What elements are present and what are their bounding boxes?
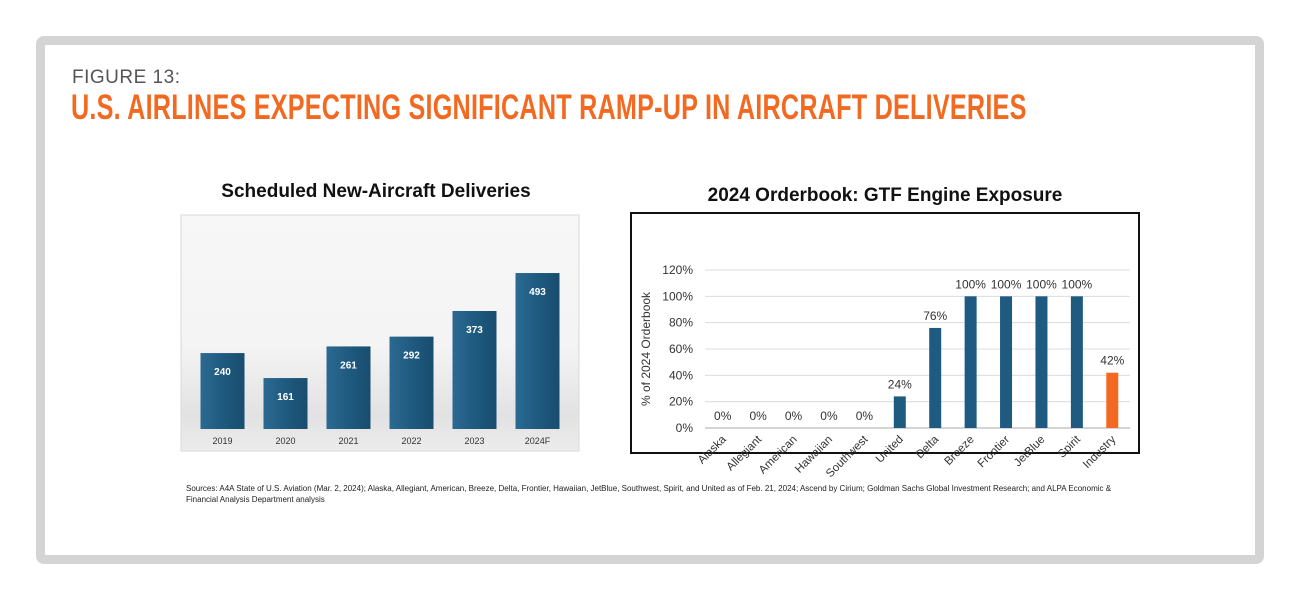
data-label-Industry: 42% <box>1100 354 1124 368</box>
y-axis-title: % of 2024 Orderbook <box>639 291 653 406</box>
chart-border <box>630 212 1140 454</box>
x-tick-label-2021: 2021 <box>338 436 358 446</box>
data-label-United: 24% <box>888 377 912 391</box>
bar-Frontier <box>1000 296 1013 428</box>
x-tick-label-2023: 2023 <box>464 436 484 446</box>
bar-Industry <box>1106 372 1119 428</box>
data-label-2019: 240 <box>214 367 231 378</box>
data-label-Frontier: 100% <box>991 277 1022 291</box>
y-tick-label-100%: 100% <box>662 289 693 303</box>
deliveries-bar-chart: 240 2019 161 2020 261 2021 292 2022 373 2023 493 20… <box>180 214 580 452</box>
bar-United <box>893 396 906 428</box>
bar-2019 <box>200 353 245 429</box>
bar-2024F <box>515 273 560 429</box>
y-tick-label-80%: 80% <box>669 316 693 330</box>
data-label-Southwest: 0% <box>856 409 874 423</box>
bar-2022 <box>389 336 434 429</box>
data-label-2021: 261 <box>340 360 357 371</box>
bar-Breeze <box>964 296 977 428</box>
figure-frame: FIGURE 13: U.S. AIRLINES EXPECTING SIGNI… <box>36 36 1264 564</box>
figure-title: U.S. AIRLINES EXPECTING SIGNIFICANT RAMP… <box>71 88 1027 127</box>
bar-2020 <box>263 378 308 429</box>
data-label-Spirit: 100% <box>1062 277 1093 291</box>
bar-2023 <box>452 310 497 429</box>
figure-panel: FIGURE 13: U.S. AIRLINES EXPECTING SIGNI… <box>45 45 1255 555</box>
gtf-bar-chart: 0% 20% 40% 60% 80% 100% 120% % of 2024 Orderboo… <box>630 212 1140 480</box>
y-tick-label-60%: 60% <box>669 342 693 356</box>
bar-2021 <box>326 346 371 429</box>
data-label-Alaska: 0% <box>714 409 732 423</box>
data-label-2023: 373 <box>466 325 483 336</box>
data-label-Breeze: 100% <box>955 277 986 291</box>
data-label-American: 0% <box>785 409 803 423</box>
data-label-JetBlue: 100% <box>1026 277 1057 291</box>
x-tick-label-2020: 2020 <box>275 436 295 446</box>
y-tick-label-0%: 0% <box>676 421 694 435</box>
plot-background <box>180 214 580 452</box>
data-label-Hawaiian: 0% <box>820 409 838 423</box>
y-tick-label-40%: 40% <box>669 368 693 382</box>
gtf-chart-title: 2024 Orderbook: GTF Engine Exposure <box>707 185 1063 206</box>
bar-JetBlue <box>1035 296 1048 428</box>
data-label-Allegiant: 0% <box>749 409 767 423</box>
x-tick-label-2024F: 2024F <box>525 436 551 446</box>
x-tick-label-2019: 2019 <box>212 436 232 446</box>
x-tick-label-2022: 2022 <box>401 436 421 446</box>
figure-label: FIGURE 13: <box>72 67 181 88</box>
y-tick-label-20%: 20% <box>669 395 693 409</box>
data-label-2022: 292 <box>403 351 420 362</box>
bar-Spirit <box>1070 296 1083 428</box>
y-tick-label-120%: 120% <box>662 263 693 277</box>
bar-Delta <box>929 327 942 428</box>
deliveries-chart-title: Scheduled New-Aircraft Deliveries <box>221 181 531 202</box>
data-label-Delta: 76% <box>923 309 947 323</box>
sources-note: Sources: A4A State of U.S. Aviation (Mar… <box>186 484 1112 504</box>
data-label-2020: 161 <box>277 392 294 403</box>
data-label-2024F: 493 <box>529 287 546 298</box>
